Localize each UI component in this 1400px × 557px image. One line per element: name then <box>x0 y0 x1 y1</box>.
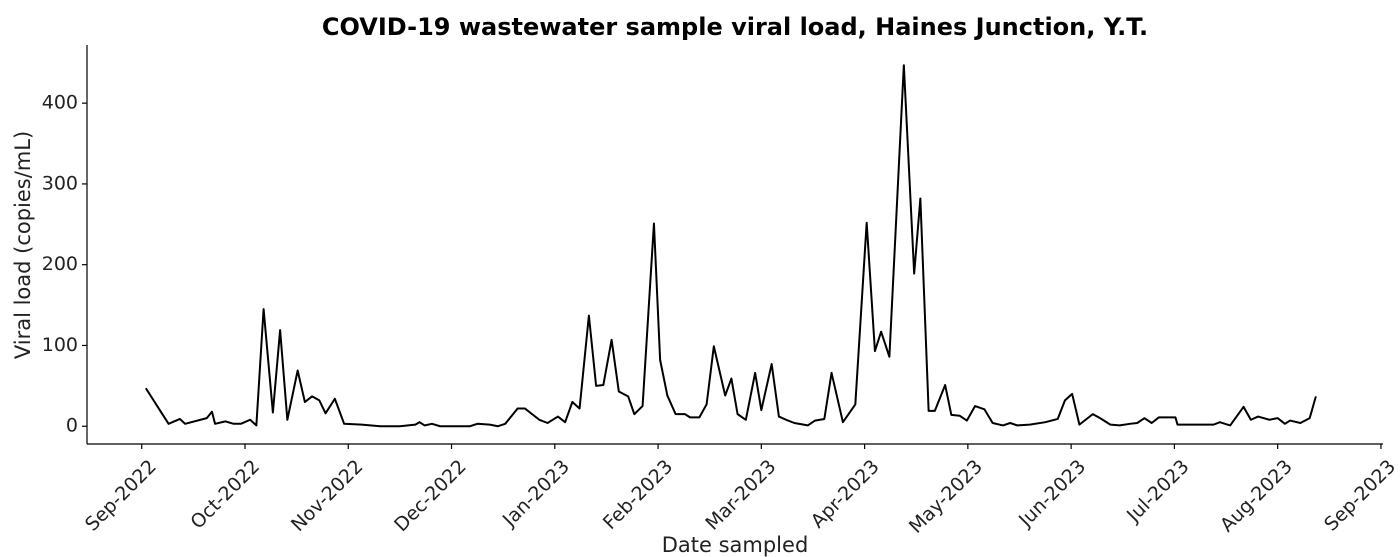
y-tick-label: 400 <box>42 92 78 114</box>
y-tick-label: 100 <box>42 334 78 356</box>
y-tick-label: 0 <box>66 415 78 437</box>
chart-title: COVID-19 wastewater sample viral load, H… <box>322 13 1148 41</box>
x-tick-label: Jul-2023 <box>1122 456 1194 528</box>
x-axis-title: Date sampled <box>662 533 809 557</box>
x-tick-label: Feb-2023 <box>599 456 677 534</box>
x-tick-label: Nov-2022 <box>287 456 367 536</box>
y-axis-title: Viral load (copies/mL) <box>11 131 35 359</box>
y-tick-label: 200 <box>42 253 78 275</box>
x-tick-label: Mar-2023 <box>701 456 780 535</box>
x-tick-label: Sep-2022 <box>81 456 161 536</box>
x-tick-label: Jan-2023 <box>498 456 574 532</box>
x-tick-label: Apr-2023 <box>807 456 884 533</box>
data-line <box>145 64 1317 428</box>
x-tick-label: Oct-2022 <box>186 456 264 534</box>
x-tick-label: Jun-2023 <box>1014 456 1090 532</box>
x-tick-label: Sep-2023 <box>1320 456 1400 536</box>
x-tick-label: Dec-2022 <box>390 456 471 537</box>
x-tick-label: May-2023 <box>905 456 987 538</box>
y-tick-label: 300 <box>42 172 78 194</box>
x-tick-label: Aug-2023 <box>1216 456 1297 537</box>
